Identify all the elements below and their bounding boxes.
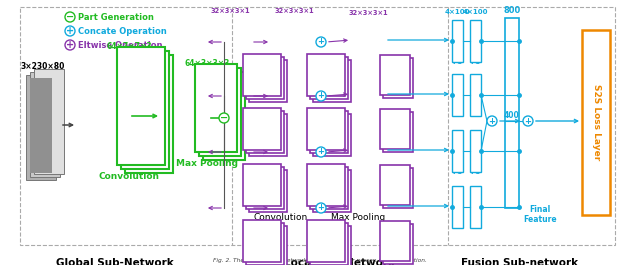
Bar [470,130,481,172]
Text: Max Pooling: Max Pooling [176,159,238,168]
Text: S2S Loss Layer: S2S Loss Layer [591,84,600,160]
Text: 32×3×3×1: 32×3×3×1 [348,10,388,16]
Circle shape [65,12,75,22]
Text: +: + [317,204,324,213]
Text: Eltwise Operation: Eltwise Operation [78,41,163,50]
Text: 400: 400 [504,111,520,120]
Text: 32×3×3×1: 32×3×3×1 [210,8,250,14]
Bar [505,18,519,208]
Bar [249,226,287,265]
Text: +: + [525,117,531,126]
Bar [452,20,463,62]
Bar [452,130,463,172]
Text: Convolution: Convolution [99,172,159,181]
Bar [26,75,56,180]
Text: Max Pooling: Max Pooling [331,213,385,222]
Text: −: − [220,113,228,123]
Bar [383,224,413,264]
Text: 4×100: 4×100 [444,9,470,15]
Bar [243,108,281,150]
Bar [310,223,348,265]
Circle shape [65,40,75,50]
Bar [30,72,60,177]
Text: 800: 800 [504,6,520,15]
Bar [307,108,345,150]
Bar [452,186,463,228]
Bar [243,54,281,96]
Bar [125,55,173,173]
Bar [380,221,410,261]
Text: +: + [317,91,324,100]
Bar [313,114,351,156]
Text: +: + [66,26,74,36]
Text: +: + [317,148,324,157]
Circle shape [65,26,75,36]
Bar [310,167,348,209]
Text: −: − [66,12,74,22]
Bar [246,111,284,153]
Circle shape [316,91,326,101]
Bar [383,168,413,208]
Text: 3×230×80: 3×230×80 [21,62,65,71]
Text: Fusion Sub-network: Fusion Sub-network [461,258,579,265]
Bar [249,60,287,102]
Bar [313,60,351,102]
Bar [117,47,165,165]
Text: Final
Feature: Final Feature [523,205,557,224]
Text: FC: FC [470,169,480,175]
Bar [243,220,281,262]
Bar [313,170,351,212]
Bar [30,78,52,173]
Text: FC: FC [452,59,462,65]
Bar [470,20,481,62]
Text: FC: FC [470,59,480,65]
Bar [121,51,169,169]
Circle shape [316,147,326,157]
Bar [195,64,237,152]
Bar [310,57,348,99]
Bar [380,55,410,95]
Bar [380,109,410,149]
Bar [383,58,413,98]
Text: +: + [488,117,495,126]
Text: Global Sub-Network: Global Sub-Network [56,258,174,265]
Text: Local Sub-Network: Local Sub-Network [285,258,396,265]
Text: Concate Operation: Concate Operation [78,26,167,36]
Circle shape [219,113,229,123]
Bar [582,30,610,215]
Bar [246,223,284,265]
Bar [307,220,345,262]
Bar [34,69,64,174]
Bar [249,170,287,212]
Text: 32×3×3×1: 32×3×3×1 [274,8,314,14]
Bar [307,164,345,206]
Bar [246,167,284,209]
Bar [313,226,351,265]
Bar [203,72,245,160]
Text: 4×100: 4×100 [462,9,488,15]
Circle shape [316,37,326,47]
Bar [470,74,481,116]
Circle shape [316,203,326,213]
Text: Fig. 2. The deep neural network architecture for person re-identification.: Fig. 2. The deep neural network architec… [213,258,427,263]
Bar [310,111,348,153]
Bar [246,57,284,99]
Bar [452,74,463,116]
Circle shape [523,116,533,126]
Text: 64×3×3×3: 64×3×3×3 [184,59,230,68]
Bar [383,112,413,152]
Bar [199,68,241,156]
Circle shape [487,116,497,126]
Text: +: + [66,40,74,50]
Bar [307,54,345,96]
Bar [380,165,410,205]
Bar [470,186,481,228]
Bar [249,114,287,156]
Bar [243,164,281,206]
Text: Part Generation: Part Generation [78,12,154,21]
Text: FC: FC [452,169,462,175]
Text: Convolution: Convolution [254,213,308,222]
Text: 64×7×7×3: 64×7×7×3 [106,42,152,51]
Text: +: + [317,38,324,46]
